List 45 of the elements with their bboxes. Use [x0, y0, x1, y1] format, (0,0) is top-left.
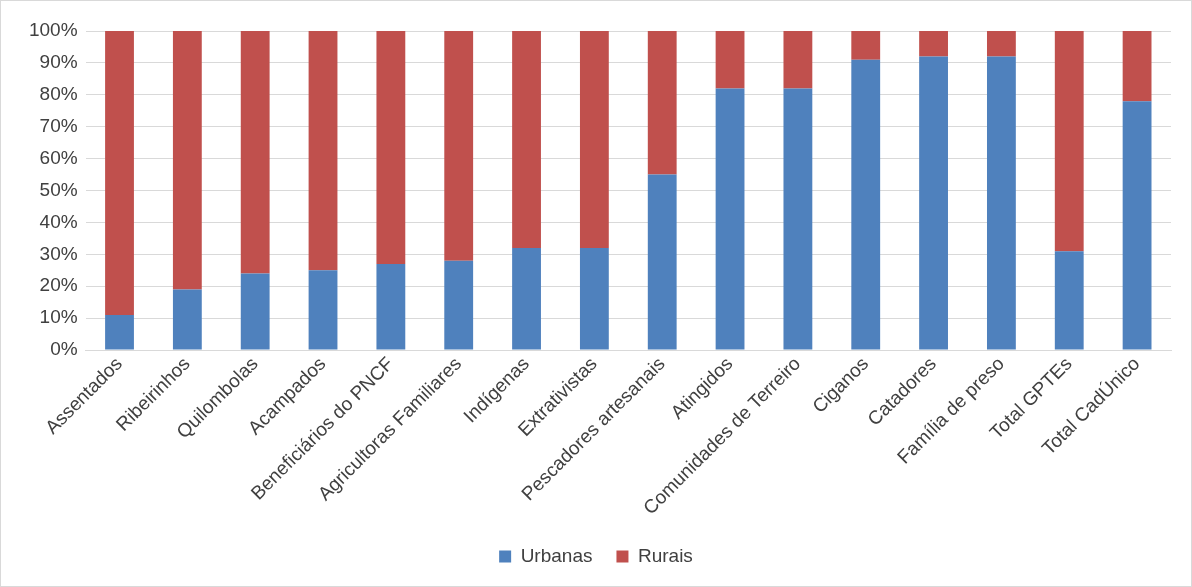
y-tick-label: 60% — [39, 146, 78, 168]
bar — [647, 31, 677, 175]
y-tick-label: 40% — [39, 210, 78, 232]
bar — [851, 59, 881, 350]
bar — [172, 31, 202, 290]
bar — [1054, 251, 1084, 350]
bar — [444, 260, 474, 350]
bar — [715, 88, 745, 350]
bar — [376, 263, 406, 350]
bar — [376, 31, 406, 264]
bar — [986, 56, 1016, 350]
y-tick-label: 30% — [39, 242, 78, 264]
bar — [105, 314, 134, 350]
y-tick-label: 0% — [50, 338, 78, 360]
legend-label: Urbanas — [520, 544, 593, 566]
bar — [444, 31, 474, 261]
y-tick-label: 100% — [28, 19, 78, 41]
y-tick-label: 90% — [39, 51, 78, 73]
bar — [1122, 101, 1152, 350]
bar — [579, 247, 609, 350]
bar — [308, 31, 338, 271]
bar — [919, 56, 948, 350]
bar — [919, 31, 948, 57]
bar — [172, 289, 202, 350]
bar — [308, 270, 338, 350]
legend-label: Rurais — [637, 544, 693, 566]
bar — [783, 31, 813, 89]
bar — [1122, 31, 1152, 102]
bar — [105, 31, 134, 315]
bar — [512, 247, 541, 350]
bar — [512, 31, 541, 248]
y-tick-label: 50% — [39, 178, 78, 200]
bar — [715, 31, 745, 89]
bar — [240, 273, 270, 350]
bar — [851, 31, 881, 60]
bar — [240, 31, 270, 274]
bar — [1054, 31, 1084, 252]
bar — [579, 31, 609, 248]
y-tick-label: 70% — [39, 114, 78, 136]
y-tick-label: 80% — [39, 83, 78, 105]
bar — [783, 88, 813, 350]
bar — [647, 174, 677, 350]
y-tick-label: 10% — [39, 306, 78, 328]
y-tick-label: 20% — [39, 274, 78, 296]
bar — [986, 31, 1016, 57]
